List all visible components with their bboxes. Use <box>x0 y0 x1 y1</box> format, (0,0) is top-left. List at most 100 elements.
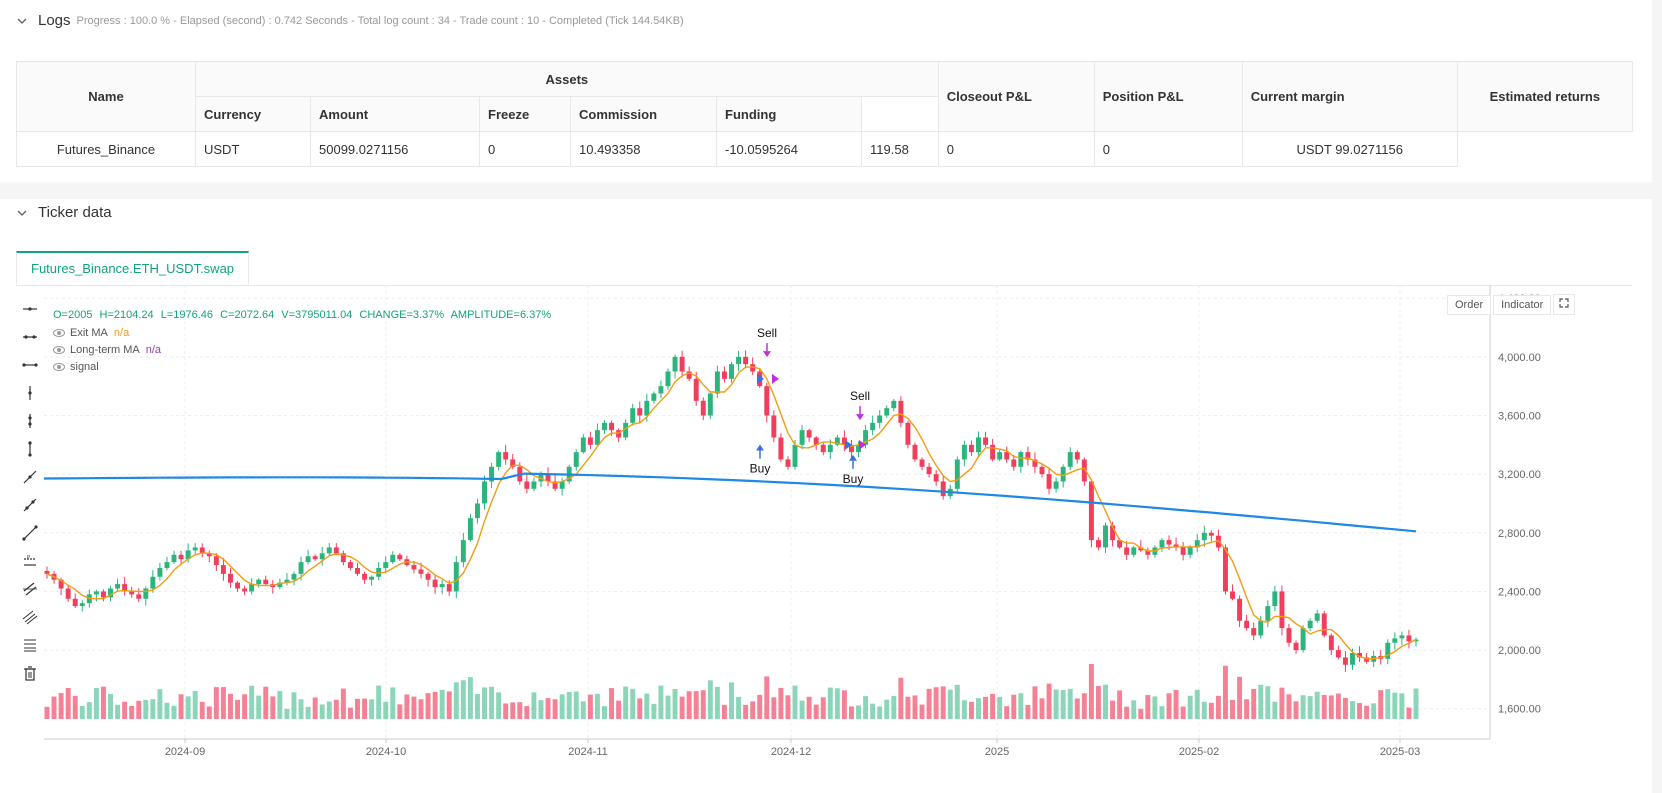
candle-body <box>65 588 71 599</box>
eye-icon[interactable] <box>53 329 65 337</box>
y-tick-label: 2,800.00 <box>1498 528 1541 540</box>
horizontal-segment-icon[interactable] <box>18 351 42 379</box>
candle-body <box>707 393 713 416</box>
volume-bar <box>990 693 996 719</box>
candle-body <box>602 422 607 431</box>
candle-body <box>340 553 346 563</box>
candle-body <box>446 584 452 592</box>
trend-line-icon[interactable] <box>18 463 42 491</box>
eye-icon[interactable] <box>53 363 65 371</box>
volume-bar <box>1342 697 1348 719</box>
candle-body <box>58 579 64 589</box>
candle-body <box>362 573 368 580</box>
parallel-channel-icon[interactable] <box>18 575 42 603</box>
candle-body <box>877 415 883 423</box>
candle-body <box>1244 620 1250 629</box>
candle-body <box>848 444 854 453</box>
position-marker <box>845 439 852 450</box>
cell-closeout: 119.58 <box>861 131 939 167</box>
fullscreen-icon[interactable] <box>1553 294 1576 315</box>
volume-bar <box>58 693 64 719</box>
candle-body <box>679 356 685 372</box>
volume-bar <box>1074 698 1080 719</box>
candle-body <box>1004 452 1010 460</box>
volume-bar <box>848 706 854 719</box>
volume-bar <box>644 693 650 719</box>
volume-bar <box>1307 696 1313 719</box>
cell-currency: USDT <box>195 131 311 167</box>
candle-body <box>644 400 650 416</box>
chevron-down-icon[interactable] <box>16 15 28 27</box>
y-tick-label: 1,600.00 <box>1498 704 1541 716</box>
legend-long-term-ma-label: Long-term MA <box>70 344 140 356</box>
position-marker <box>859 439 866 450</box>
candle-body <box>1187 547 1193 555</box>
horizontal-ray-icon[interactable] <box>18 295 42 323</box>
candle-body <box>1335 650 1341 658</box>
fib-channel-icon[interactable] <box>18 603 42 631</box>
segment-line-icon[interactable] <box>18 519 42 547</box>
volume-bar <box>1152 696 1158 719</box>
volume-bar <box>1004 706 1010 719</box>
fib-retracement-icon[interactable] <box>18 631 42 659</box>
volume-bar <box>658 685 664 719</box>
volume-bar <box>256 695 262 719</box>
chart-buttons: Order Indicator <box>1447 294 1577 315</box>
legend-exit-ma[interactable]: Exit MA n/a <box>53 327 555 339</box>
candle-body <box>369 576 375 580</box>
candle-body <box>658 386 664 394</box>
volume-bar <box>1258 684 1264 719</box>
volume-bar <box>1194 689 1200 719</box>
volume-bar <box>637 698 643 719</box>
candle-body <box>213 556 219 566</box>
volume-bar <box>785 695 791 719</box>
candle-body <box>700 400 706 416</box>
candle-body <box>489 466 495 482</box>
candle-body <box>559 481 565 489</box>
legend-long-term-ma[interactable]: Long-term MA n/a <box>53 344 555 356</box>
candle-body <box>870 422 876 431</box>
ray-line-icon[interactable] <box>18 491 42 519</box>
vertical-line-icon[interactable] <box>18 407 42 435</box>
volume-bar <box>425 693 431 719</box>
indicator-button[interactable]: Indicator <box>1493 294 1552 315</box>
volume-bar <box>213 687 219 719</box>
legend-signal[interactable]: signal <box>53 361 555 373</box>
cell-freeze: 0 <box>479 131 571 167</box>
volume-bar <box>559 694 565 719</box>
candle-body <box>778 437 784 460</box>
volume-bar <box>1046 683 1052 719</box>
volume-bar <box>1371 703 1377 719</box>
candle-body <box>284 579 290 583</box>
volume-bar <box>905 696 911 719</box>
order-button[interactable]: Order <box>1447 294 1492 315</box>
candle-body <box>192 547 198 551</box>
trash-icon[interactable] <box>18 659 42 687</box>
candle-body <box>1251 628 1257 636</box>
volume-bar <box>136 700 142 719</box>
chevron-down-icon[interactable] <box>16 207 28 219</box>
candlestick-chart[interactable]: 4,400.004,000.003,600.003,200.002,800.00… <box>0 199 1652 793</box>
candle-body <box>93 591 99 595</box>
vertical-ray-icon[interactable] <box>18 379 42 407</box>
eye-icon[interactable] <box>53 346 65 354</box>
candle-body <box>100 591 106 598</box>
volume-bar <box>630 688 636 719</box>
price-range-icon[interactable]: P <box>18 547 42 575</box>
candle-body <box>856 444 861 453</box>
logs-header[interactable]: Logs Progress : 100.0 % - Elapsed (secon… <box>16 12 684 29</box>
candle-body <box>1138 547 1144 551</box>
volume-bar <box>482 687 487 719</box>
volume-bar <box>679 696 685 719</box>
tab-eth-usdt-swap[interactable]: Futures_Binance.ETH_USDT.swap <box>16 251 250 285</box>
volume-bar <box>609 688 615 719</box>
candle-body <box>1095 540 1101 548</box>
ticker-header[interactable]: Ticker data <box>16 204 112 221</box>
sell-signal-label: Sell <box>757 326 777 340</box>
volume-bar <box>1286 694 1292 719</box>
candle-body <box>736 356 742 365</box>
horizontal-line-icon[interactable] <box>18 323 42 351</box>
candle-body <box>474 503 480 519</box>
volume-bar <box>340 688 346 719</box>
vertical-segment-icon[interactable] <box>18 435 42 463</box>
